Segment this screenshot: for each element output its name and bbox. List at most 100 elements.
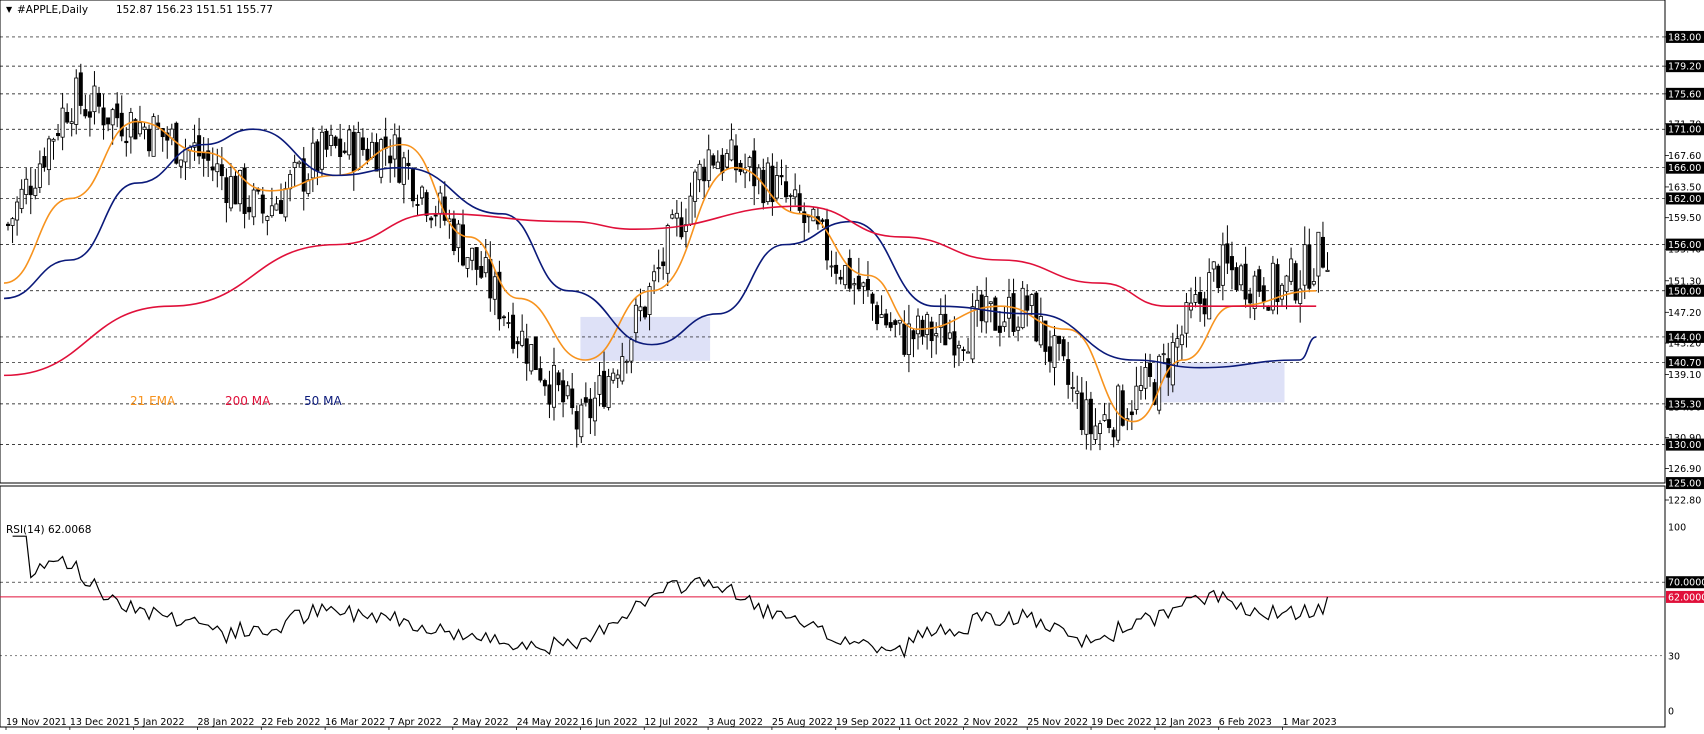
rsi-level-badge <box>1666 590 1704 603</box>
candle-body <box>497 271 502 320</box>
candle-body <box>770 165 775 203</box>
candle-body <box>533 336 538 370</box>
candle-body <box>1289 258 1294 282</box>
ma-lines-layer <box>3 120 1317 423</box>
candle-body <box>128 112 133 138</box>
candle-body <box>1057 335 1062 344</box>
candle-body <box>993 297 998 331</box>
candle-body <box>115 103 120 119</box>
candle-body <box>10 218 15 226</box>
candle-body <box>388 155 393 164</box>
candle-body <box>451 218 456 252</box>
candle-body <box>37 163 42 188</box>
candle-body <box>1220 244 1225 286</box>
candle-body <box>19 188 24 209</box>
candle-body <box>511 314 516 349</box>
rsi-y-tick-label: 30 <box>1668 651 1680 662</box>
candle-body <box>529 344 534 372</box>
legend-ma200: 200 MA <box>225 394 271 408</box>
rsi-label: RSI(14) 62.0068 <box>6 524 91 536</box>
candle-body <box>342 150 347 153</box>
candle-body <box>1047 346 1052 362</box>
candle-body <box>147 128 152 152</box>
candle-body <box>906 323 911 355</box>
y-tick-label: 139.10 <box>1668 370 1701 381</box>
x-tick-label: 2 May 2022 <box>453 717 509 728</box>
candle-body <box>988 301 993 305</box>
candle-body <box>820 219 825 222</box>
candle-body <box>1216 265 1221 289</box>
candle-body <box>570 388 575 409</box>
ohlc-values: 152.87 156.23 151.51 155.77 <box>116 4 273 16</box>
candle-body <box>1007 296 1012 319</box>
candle-body <box>1098 423 1103 434</box>
x-tick-label: 5 Jan 2022 <box>134 717 185 728</box>
candle-body <box>333 136 338 146</box>
candle-body <box>301 158 306 192</box>
candle-body <box>1211 261 1216 270</box>
x-tick-label: 25 Aug 2022 <box>772 717 833 728</box>
x-tick-label: 28 Jan 2022 <box>197 717 254 728</box>
candle-body <box>1070 386 1075 389</box>
candle-body <box>288 174 293 190</box>
candle-body <box>1184 302 1189 334</box>
candle-body <box>752 150 757 187</box>
candle-body <box>1325 269 1330 272</box>
candle-body <box>69 121 74 124</box>
candle-body <box>356 132 361 170</box>
candle-body <box>547 384 552 405</box>
candle-body <box>1307 244 1312 289</box>
candle-body <box>720 154 725 174</box>
candle-body <box>429 217 434 221</box>
candle-body <box>779 175 784 178</box>
key-level-label: 140.70 <box>1668 358 1701 369</box>
candle-body <box>233 175 238 205</box>
candle-body <box>369 141 374 158</box>
x-tick-label: 3 Aug 2022 <box>708 717 763 728</box>
candle-body <box>401 157 406 185</box>
candle-body <box>838 276 843 280</box>
candle-body <box>1152 382 1157 405</box>
candle-body <box>565 385 570 397</box>
menu-triangle-icon[interactable]: ▼ <box>6 5 13 14</box>
candle-body <box>888 322 893 328</box>
candle-body <box>242 167 247 214</box>
candle-body <box>74 77 79 125</box>
rsi-pane-border <box>0 485 1666 728</box>
ma-line-200-ma <box>3 205 1317 377</box>
y-tick-label: 147.20 <box>1668 308 1701 319</box>
candle-body <box>1225 243 1230 264</box>
candle-body <box>879 314 884 318</box>
candle-body <box>474 247 479 270</box>
candle-body <box>251 189 256 218</box>
candle-body <box>997 325 1002 333</box>
y-tick-label: 143.20 <box>1668 339 1701 350</box>
candle-body <box>56 133 61 137</box>
candle-body <box>902 323 907 355</box>
y-tick-label: 151.30 <box>1668 276 1701 287</box>
candle-body <box>1248 293 1253 304</box>
y-tick-label: 163.50 <box>1668 182 1701 193</box>
candle-body <box>501 316 506 319</box>
candle-body <box>374 142 379 172</box>
ma-line-21-ema <box>3 120 1317 423</box>
candle-body <box>215 163 220 173</box>
key-level-badge <box>1666 284 1704 297</box>
candle-body <box>310 142 315 179</box>
candle-body <box>911 330 916 340</box>
candle-body <box>51 138 56 142</box>
candle-body <box>597 375 602 395</box>
candle-body <box>661 261 666 267</box>
candle-body <box>724 153 729 168</box>
candle-body <box>1198 291 1203 304</box>
candle-body <box>1043 320 1048 352</box>
candle-body <box>847 257 852 289</box>
candle-body <box>360 137 365 151</box>
candle-body <box>46 138 51 171</box>
candle-body <box>633 304 638 334</box>
x-tick-label: 13 Dec 2021 <box>70 717 131 728</box>
candle-body <box>1179 334 1184 346</box>
candle-body <box>747 157 752 168</box>
